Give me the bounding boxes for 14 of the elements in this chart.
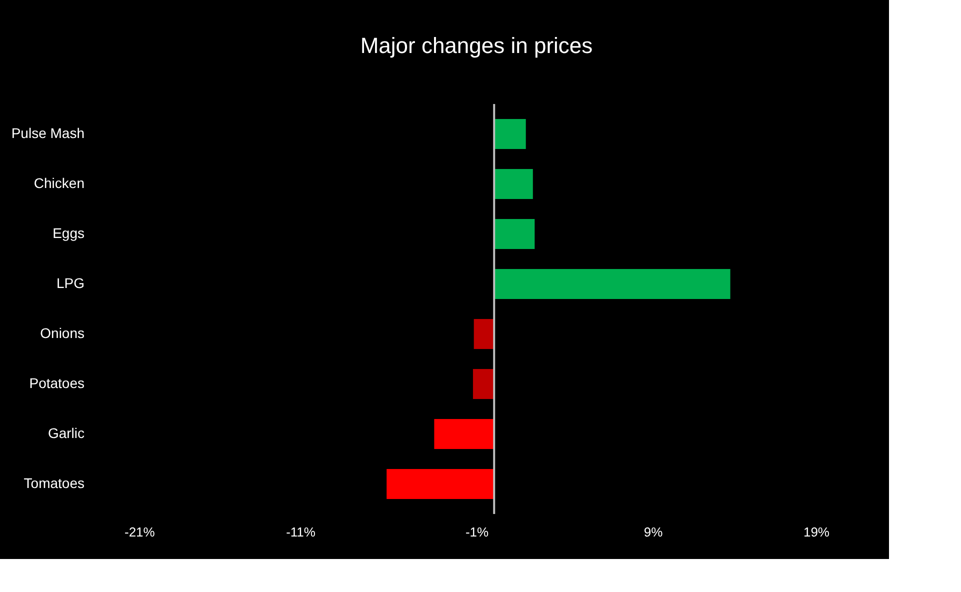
y-tick-label: Potatoes bbox=[29, 375, 84, 391]
y-tick-label: Garlic bbox=[48, 425, 84, 441]
y-tick-label: Chicken bbox=[34, 175, 84, 191]
y-tick-label: Pulse Mash bbox=[11, 125, 84, 141]
x-tick-label: -21% bbox=[124, 524, 156, 540]
y-tick-label: Onions bbox=[40, 325, 84, 341]
chart-title: Major changes in prices bbox=[360, 33, 593, 58]
y-tick-label: LPG bbox=[56, 275, 84, 291]
y-tick-label: Tomatoes bbox=[24, 475, 84, 491]
x-tick-label: -1% bbox=[465, 524, 489, 540]
y-tick-label: Eggs bbox=[52, 225, 84, 241]
x-tick-label: 9% bbox=[644, 524, 664, 540]
x-tick-label: -11% bbox=[286, 524, 316, 540]
x-tick-label: 19% bbox=[803, 524, 830, 540]
